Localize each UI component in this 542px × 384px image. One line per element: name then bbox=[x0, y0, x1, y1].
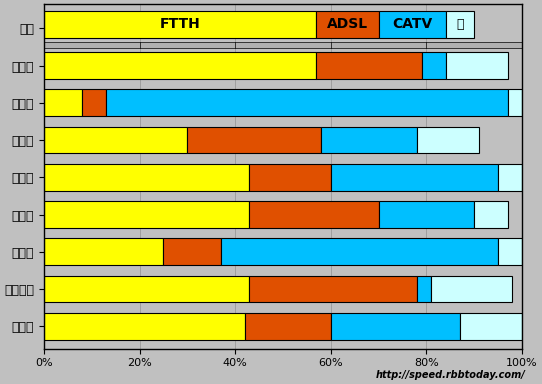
Bar bbox=[44, 42, 522, 48]
Bar bbox=[188, 127, 321, 154]
Bar bbox=[244, 313, 331, 340]
Bar bbox=[460, 313, 522, 340]
Bar bbox=[498, 164, 522, 191]
Bar bbox=[249, 201, 378, 228]
Bar bbox=[446, 11, 474, 38]
Bar bbox=[106, 89, 508, 116]
Bar bbox=[44, 89, 82, 116]
Bar bbox=[321, 127, 417, 154]
Bar bbox=[317, 11, 378, 38]
Bar bbox=[249, 276, 417, 303]
Text: ADSL: ADSL bbox=[327, 17, 368, 31]
Bar bbox=[508, 89, 522, 116]
Bar bbox=[331, 164, 498, 191]
Text: FTTH: FTTH bbox=[160, 17, 201, 31]
Bar bbox=[44, 11, 317, 38]
Bar bbox=[378, 201, 474, 228]
Bar bbox=[44, 313, 244, 340]
Bar bbox=[82, 89, 106, 116]
Bar bbox=[164, 238, 221, 265]
Bar bbox=[44, 52, 317, 79]
Bar bbox=[44, 164, 249, 191]
Text: CATV: CATV bbox=[392, 17, 432, 31]
Bar bbox=[317, 52, 422, 79]
Bar bbox=[446, 52, 508, 79]
Text: 他: 他 bbox=[456, 18, 463, 31]
Bar bbox=[417, 276, 431, 303]
Bar bbox=[44, 201, 249, 228]
Bar bbox=[474, 201, 508, 228]
Bar bbox=[498, 238, 522, 265]
Bar bbox=[431, 276, 512, 303]
Bar bbox=[44, 127, 188, 154]
Bar bbox=[44, 276, 249, 303]
Bar bbox=[221, 238, 498, 265]
Bar bbox=[378, 11, 446, 38]
Bar bbox=[44, 238, 164, 265]
Bar bbox=[331, 313, 460, 340]
Bar bbox=[249, 164, 331, 191]
Text: http://speed.rbbtoday.com/: http://speed.rbbtoday.com/ bbox=[376, 370, 526, 380]
Bar bbox=[422, 52, 446, 79]
Bar bbox=[417, 127, 479, 154]
